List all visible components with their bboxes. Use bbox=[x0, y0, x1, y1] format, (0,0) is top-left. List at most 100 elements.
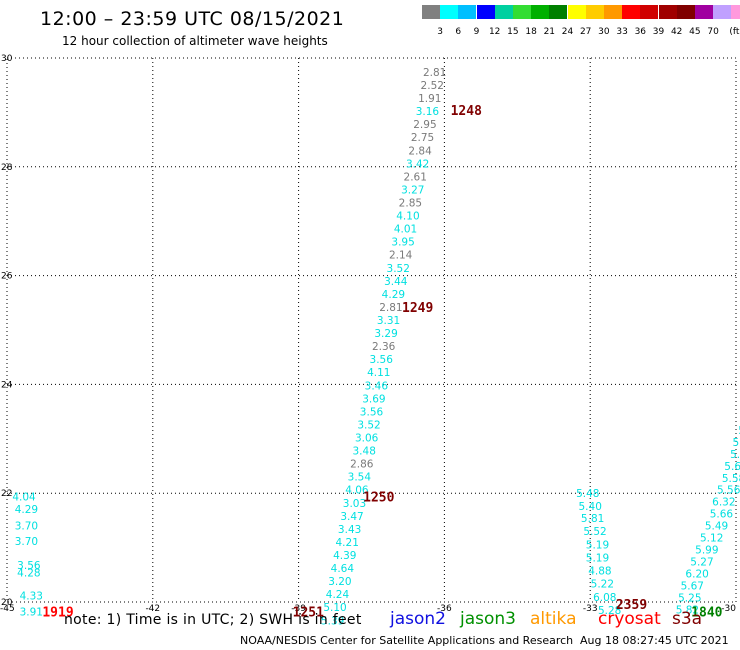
legend-swatch bbox=[658, 5, 677, 19]
legend-swatch bbox=[640, 5, 659, 19]
wave-height-point: 6.20 bbox=[685, 569, 708, 581]
legend-swatch bbox=[513, 5, 531, 19]
wave-height-point: 3.16 bbox=[416, 106, 440, 118]
wave-height-point: 3.29 bbox=[374, 328, 397, 340]
pass-time-label: 1248 bbox=[451, 104, 482, 119]
wave-height-point: 4.21 bbox=[336, 537, 359, 549]
wave-height-point: 3.91 bbox=[20, 607, 43, 619]
legend-label: 27 bbox=[579, 27, 592, 37]
wave-height-point: 5.52 bbox=[583, 526, 606, 538]
legend-swatch bbox=[622, 5, 641, 19]
wave-height-point: 2.81 bbox=[379, 302, 402, 314]
legend-swatch bbox=[422, 5, 440, 19]
legend-label: 3 bbox=[437, 27, 443, 37]
map-title: 12:00 – 23:59 UTC 08/15/2021 bbox=[40, 8, 345, 30]
wave-height-point: 5.58 bbox=[722, 473, 740, 485]
wave-height-point: 4.24 bbox=[326, 589, 350, 601]
wave-height-point: 1.91 bbox=[418, 93, 441, 105]
wave-height-point: 3.20 bbox=[328, 576, 351, 588]
x-tick-label: -30 bbox=[721, 604, 736, 614]
legend-swatch bbox=[494, 5, 513, 19]
wave-height-point: 5.19 bbox=[586, 553, 609, 565]
x-tick-label: -39 bbox=[291, 604, 306, 614]
legend-label: 6 bbox=[455, 27, 462, 37]
wave-height-point: 4.39 bbox=[333, 550, 356, 562]
wave-height-point: 5.49 bbox=[705, 521, 728, 533]
wave-height-point: 5.12 bbox=[700, 533, 723, 545]
wave-height-point: 5.99 bbox=[695, 545, 718, 557]
y-tick-label: 20 bbox=[1, 598, 13, 608]
legend-label: 33 bbox=[616, 27, 628, 37]
legend-swatch bbox=[731, 5, 740, 19]
wave-height-point: 5.66 bbox=[724, 461, 740, 473]
credit-line: NOAA/NESDIS Center for Satellite Applica… bbox=[240, 634, 574, 647]
wave-height-point: 3.69 bbox=[362, 393, 385, 405]
legend-swatch bbox=[476, 5, 495, 19]
wave-height-point: 5.56 bbox=[717, 485, 740, 497]
wave-height-point: 3.27 bbox=[401, 184, 424, 196]
pass-time-label: 1249 bbox=[402, 301, 433, 316]
wave-height-point: 3.46 bbox=[365, 380, 389, 392]
wave-height-point: 5.3 bbox=[733, 437, 740, 449]
wave-height-point: 3.95 bbox=[391, 237, 414, 249]
wave-height-point: 3.48 bbox=[353, 446, 376, 458]
pass-time-label: 1250 bbox=[363, 490, 394, 505]
wave-height-point: 3.54 bbox=[348, 472, 372, 484]
map-subtitle: 12 hour collection of altimeter wave hei… bbox=[62, 34, 328, 48]
wave-height-point: 3.52 bbox=[387, 263, 410, 275]
wave-height-point: 3.06 bbox=[355, 433, 379, 445]
wave-height-point: 5.28 bbox=[598, 605, 621, 617]
wave-height-point: 3.70 bbox=[15, 536, 38, 548]
legend-label: 70 bbox=[707, 27, 719, 37]
legend-swatch bbox=[440, 5, 459, 19]
wave-height-point: 2.14 bbox=[389, 250, 413, 262]
satellite-jason2: jason2 bbox=[390, 609, 446, 629]
wave-height-point: 5.7 bbox=[730, 449, 740, 461]
wave-height-point: 4.04 bbox=[12, 491, 36, 503]
legend-swatch bbox=[531, 5, 550, 19]
pass-time-label: 1840 bbox=[691, 606, 722, 621]
satellite-s3a: s3a bbox=[672, 609, 703, 629]
wave-height-point: 5.22 bbox=[591, 578, 614, 590]
legend-label: 36 bbox=[634, 27, 647, 37]
legend-swatch bbox=[567, 5, 586, 19]
wave-height-point: 3.43 bbox=[338, 524, 361, 536]
wave-height-point: 3.52 bbox=[357, 419, 380, 431]
wave-height-point: 3.44 bbox=[384, 276, 408, 288]
legend-label: 12 bbox=[488, 27, 501, 37]
wave-height-point: 6.08 bbox=[593, 592, 616, 604]
pass-time-label: 1919 bbox=[42, 606, 73, 621]
wave-height-point: 5.39 bbox=[321, 615, 344, 627]
wave-height-point: 4.33 bbox=[20, 590, 43, 602]
legend-swatch bbox=[549, 5, 568, 19]
legend-label: 18 bbox=[525, 27, 537, 37]
wave-height-point: 4.01 bbox=[394, 224, 417, 236]
x-tick-label: -36 bbox=[437, 604, 452, 614]
legend-label: 45 bbox=[689, 27, 701, 37]
legend-swatch bbox=[458, 5, 477, 19]
legend-unit: (ft) bbox=[729, 27, 740, 37]
wave-height-point: 2.84 bbox=[408, 145, 432, 157]
wave-height-point: 5.10 bbox=[323, 602, 346, 614]
y-tick-label: 24 bbox=[1, 380, 13, 390]
wave-height-point: 4.11 bbox=[367, 367, 390, 379]
wave-height-point: 5.48 bbox=[576, 488, 599, 500]
units-note: note: 1) Time is in UTC; 2) SWH is in fe… bbox=[64, 612, 362, 628]
satellite-altika: altika bbox=[530, 609, 577, 629]
wave-height-point: 4.06 bbox=[345, 485, 369, 497]
legend-label: 24 bbox=[561, 27, 574, 37]
wave-height-point: 5.25 bbox=[678, 592, 701, 604]
wave-height-point: 3.56 bbox=[370, 354, 394, 366]
wave-height-point: 2.85 bbox=[399, 198, 422, 210]
generated-timestamp: Aug 18 08:27:45 UTC 2021 bbox=[580, 634, 729, 647]
legend-label: 21 bbox=[543, 27, 556, 37]
wave-height-point: 2.52 bbox=[421, 80, 444, 92]
wave-height-point: 2.36 bbox=[372, 341, 396, 353]
legend-swatch bbox=[695, 5, 713, 19]
wave-height-point: 2.95 bbox=[413, 119, 436, 131]
wave-height-point: 5.27 bbox=[690, 557, 713, 569]
wave-height-point: 4.10 bbox=[396, 211, 419, 223]
legend-label: 9 bbox=[473, 27, 480, 37]
wave-height-point: 5.40 bbox=[579, 501, 602, 513]
legend-label: 15 bbox=[507, 27, 519, 37]
